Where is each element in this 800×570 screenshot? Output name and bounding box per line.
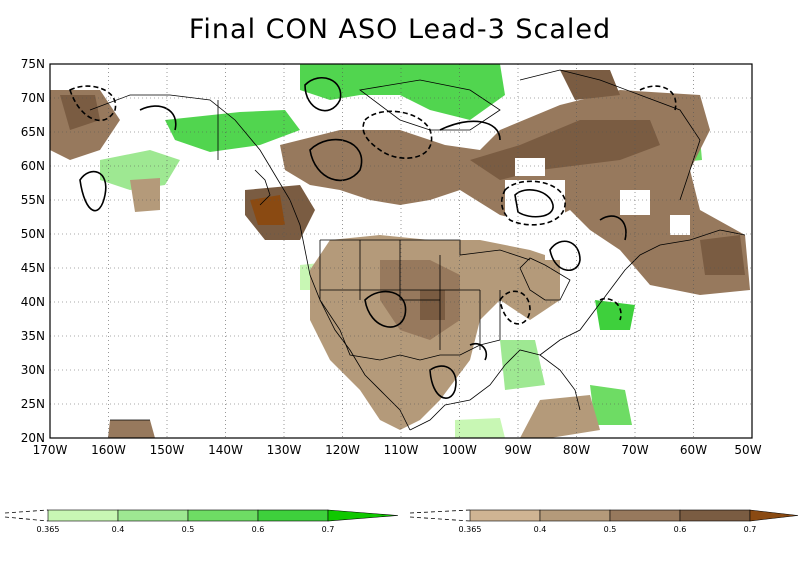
lat-label: 70N <box>21 91 45 105</box>
lon-label: 160W <box>91 443 126 457</box>
lat-label: 55N <box>21 193 45 207</box>
legend-brown-tick: 0.7 <box>744 525 757 534</box>
legend-green-arrow <box>327 509 399 522</box>
lat-label: 20N <box>21 431 45 445</box>
lon-label: 150W <box>150 443 185 457</box>
coastlines <box>89 69 746 431</box>
lat-label: 75N <box>21 57 45 71</box>
lon-label: 70W <box>621 443 648 457</box>
legend-brown-tick: 0.365 <box>459 525 482 534</box>
legend-green-tick: 0.7 <box>322 525 335 534</box>
legend-brown: 0.365 0.4 0.5 0.6 0.7 <box>409 509 799 534</box>
lon-label: 170W <box>33 443 68 457</box>
lon-label: 130W <box>267 443 302 457</box>
lon-label: 110W <box>384 443 419 457</box>
legend-green-swatch <box>47 509 119 522</box>
legend-brown-swatch <box>469 509 541 522</box>
lon-label: 100W <box>442 443 477 457</box>
lat-label: 60N <box>21 159 45 173</box>
lat-label: 65N <box>21 125 45 139</box>
map-title: Final CON ASO Lead-3 Scaled <box>188 14 612 45</box>
legend-brown-arrow <box>749 509 799 522</box>
lon-label: 140W <box>208 443 243 457</box>
lat-label: 30N <box>21 363 45 377</box>
lon-label: 50W <box>734 443 761 457</box>
lat-label: 35N <box>21 329 45 343</box>
lat-label: 25N <box>21 397 45 411</box>
lat-label: 50N <box>21 227 45 241</box>
graticule <box>50 64 752 438</box>
legend-green-tick: 0.5 <box>182 525 195 534</box>
lat-label: 40N <box>21 295 45 309</box>
legend-brown-tick: 0.6 <box>674 525 687 534</box>
map-frame <box>49 63 753 439</box>
lat-label: 45N <box>21 261 45 275</box>
legend-green-swatch <box>117 509 189 522</box>
legend-green-tick: 0.4 <box>112 525 125 534</box>
lon-label: 120W <box>325 443 360 457</box>
legend-green-tick: 0.6 <box>252 525 265 534</box>
legend-green-swatch <box>257 509 329 522</box>
contour-lines <box>69 76 677 399</box>
legend-brown-tick: 0.5 <box>604 525 617 534</box>
legend-brown-swatch <box>679 509 751 522</box>
lon-label: 80W <box>563 443 590 457</box>
legend-green-tick: 0.365 <box>37 525 60 534</box>
legend-green: 0.365 0.4 0.5 0.6 0.7 <box>4 509 399 534</box>
legend-brown-swatch <box>609 509 681 522</box>
shaded-field <box>50 64 750 438</box>
lon-label: 60W <box>680 443 707 457</box>
lat-labels: 75N 70N 65N 60N 55N 50N 45N 40N 35N 30N … <box>21 57 45 445</box>
lon-labels: 170W 160W 150W 140W 130W 120W 110W 100W … <box>33 443 762 457</box>
lon-label: 90W <box>504 443 531 457</box>
legend-green-swatch <box>187 509 259 522</box>
legend-brown-tick: 0.4 <box>534 525 547 534</box>
legend-brown-swatch <box>539 509 611 522</box>
